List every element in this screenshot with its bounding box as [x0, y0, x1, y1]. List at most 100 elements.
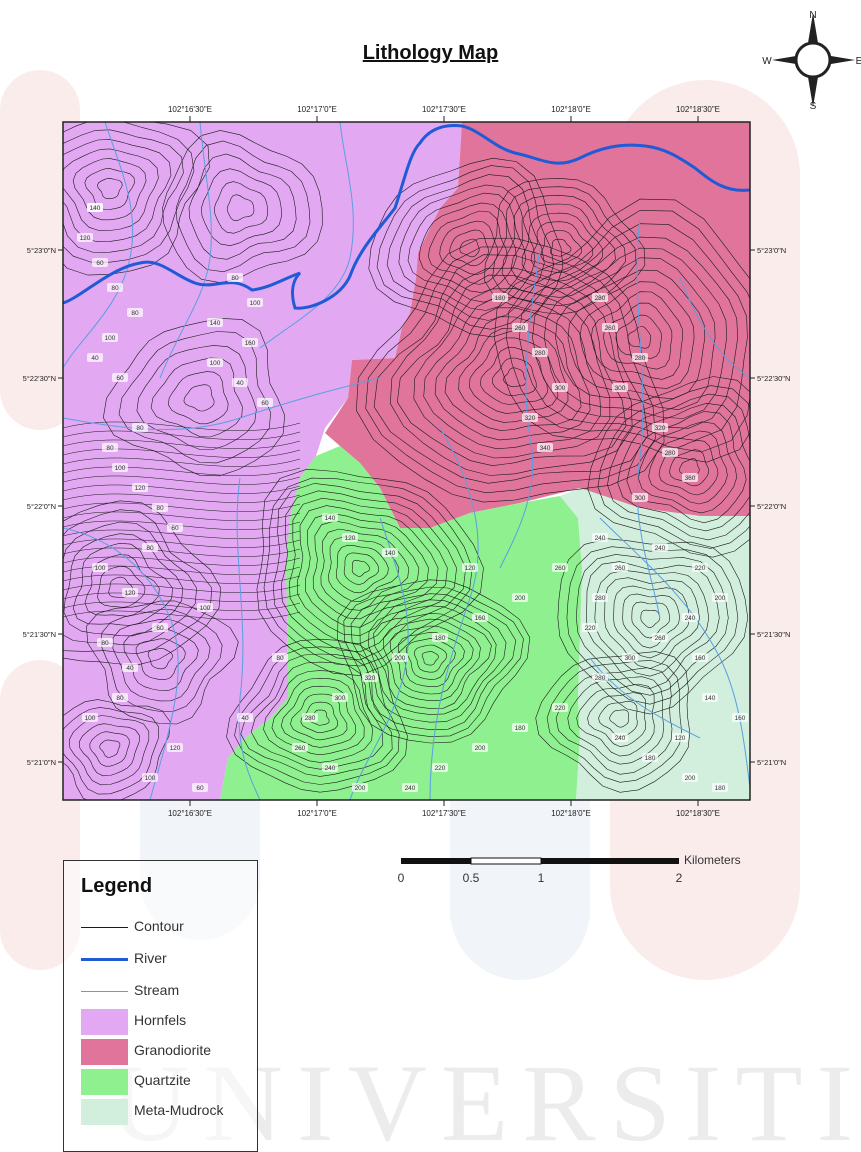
contour-label: 180: [512, 723, 528, 732]
svg-text:40: 40: [126, 665, 134, 672]
y-tick-label-right: 5°22'0"N: [757, 502, 786, 511]
y-tick-label-right: 5°21'30"N: [757, 630, 790, 639]
contour-line: [63, 502, 301, 512]
contour-line: [63, 129, 184, 253]
contour-line: [63, 547, 301, 557]
legend-swatch: [81, 926, 128, 928]
contour-label: 60: [257, 398, 273, 407]
contour-line: [304, 512, 429, 628]
svg-text:120: 120: [80, 235, 91, 242]
contour-line: [213, 181, 269, 234]
contour-label: 160: [242, 338, 258, 347]
contour-line: [99, 739, 121, 758]
contour-line: [604, 577, 700, 669]
map-title: Lithology Map: [362, 42, 499, 64]
contour-label: 220: [552, 703, 568, 712]
svg-text:140: 140: [385, 550, 396, 557]
contour-line: [263, 477, 473, 667]
contour-label: 300: [622, 653, 638, 662]
svg-text:80: 80: [131, 310, 139, 317]
contour-label: 100: [197, 603, 213, 612]
contour-line: [343, 552, 380, 585]
svg-text:140: 140: [210, 320, 221, 327]
map-frame[interactable]: 100 120 60 80 80 100 40 60 80 100 140 160 100 40 60 80 8…: [0, 98, 861, 818]
contour-line: [147, 648, 173, 670]
svg-text:160: 160: [475, 615, 486, 622]
contour-line: [337, 579, 531, 744]
x-ticks-top: 102°16'30"E 102°17'0"E 102°17'30"E 102°18'0…: [168, 105, 720, 122]
svg-text:40: 40: [241, 715, 249, 722]
svg-text:220: 220: [435, 765, 446, 772]
contour-label: 160: [692, 653, 708, 662]
contour-line: [555, 257, 716, 411]
x-tick-label-bottom: 102°17'0"E: [297, 809, 337, 818]
contour-line: [63, 484, 301, 494]
contour-label: 100: [82, 713, 98, 722]
contour-line: [280, 490, 457, 653]
contour-line: [271, 677, 365, 756]
contour-label: 200: [512, 593, 528, 602]
contour-line: [421, 651, 439, 666]
contour-label: 240: [322, 763, 338, 772]
legend-item-granodiorite: Granodiorite: [81, 1037, 256, 1065]
contour-line: [413, 288, 611, 459]
y-tick-label-left: 5°21'0"N: [27, 758, 56, 767]
svg-text:180: 180: [645, 755, 656, 762]
svg-text:340: 340: [540, 445, 551, 452]
contour-line: [535, 651, 691, 793]
svg-text:100: 100: [250, 300, 261, 307]
svg-text:280: 280: [665, 450, 676, 457]
contour-line: [359, 599, 507, 723]
x-tick-label-top: 102°17'30"E: [422, 105, 466, 114]
svg-text:100: 100: [145, 775, 156, 782]
contour-label: 100: [207, 358, 223, 367]
legend-swatch: [81, 1009, 128, 1035]
legend-swatch: [81, 1039, 128, 1065]
y-tick-label-left: 5°23'0"N: [27, 246, 56, 255]
y-ticks-left: 5°23'0"N 5°22'30"N 5°22'0"N 5°21'30"N 5°21'0…: [23, 246, 63, 767]
contour-line: [72, 542, 173, 626]
contour-label: 60: [92, 258, 108, 267]
contour-line: [112, 618, 211, 702]
contour-line: [63, 475, 301, 485]
contour-label: 100: [112, 463, 128, 472]
svg-text:320: 320: [525, 415, 536, 422]
contour-label: 120: [342, 533, 358, 542]
contour-line: [501, 195, 626, 298]
legend-title: Legend: [81, 875, 153, 897]
contour-label: 60: [152, 623, 168, 632]
svg-text:280: 280: [635, 355, 646, 362]
svg-text:100: 100: [105, 335, 116, 342]
contour-line: [63, 448, 301, 458]
contour-label: 280: [662, 448, 678, 457]
legend-label: River: [134, 950, 167, 966]
contour-line: [188, 153, 297, 260]
contour-line: [609, 709, 630, 728]
contour-label: 80: [142, 543, 158, 552]
contour-line: [631, 601, 671, 639]
contour-line: [89, 731, 130, 767]
contour-label: 180: [642, 753, 658, 762]
contour-label: 40: [87, 353, 103, 362]
svg-text:260: 260: [615, 565, 626, 572]
contour-label: 300: [632, 493, 648, 502]
svg-text:60: 60: [116, 375, 124, 382]
contour-line: [280, 685, 356, 748]
svg-text:280: 280: [595, 295, 606, 302]
scale-label-1: 1: [538, 871, 545, 885]
svg-text:300: 300: [335, 695, 346, 702]
svg-text:80: 80: [146, 545, 154, 552]
stream-lines: [63, 122, 750, 800]
contour-label: 40: [122, 663, 138, 672]
contour-line: [521, 212, 604, 282]
contour-line: [100, 609, 223, 712]
legend-label: Stream: [134, 982, 180, 998]
contour-line: [640, 609, 661, 629]
contour-line: [63, 493, 301, 503]
contour-label: 120: [132, 483, 148, 492]
contour-line: [167, 371, 229, 425]
svg-text:300: 300: [635, 495, 646, 502]
contour-label: 140: [702, 693, 718, 702]
contour-line: [350, 593, 517, 731]
svg-text:160: 160: [245, 340, 256, 347]
